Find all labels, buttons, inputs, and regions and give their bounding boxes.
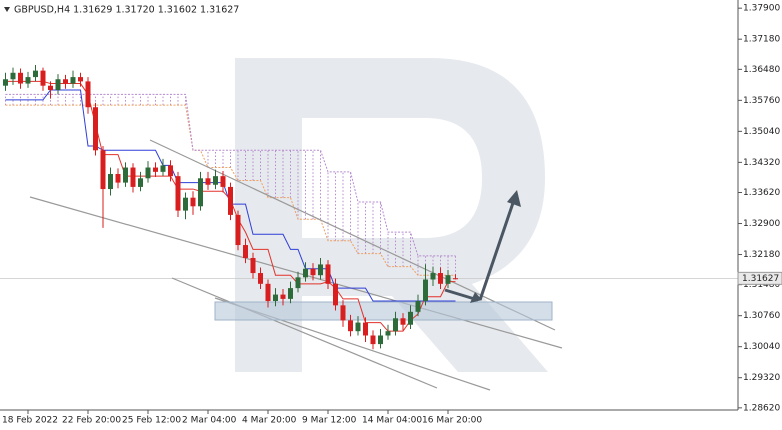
candle-body <box>78 77 83 82</box>
y-tick-label: 1.28620 <box>743 403 780 413</box>
candle-body <box>430 273 436 280</box>
candle-body <box>295 277 301 289</box>
candle-body <box>48 85 53 91</box>
candle-body <box>273 294 278 302</box>
candle-body <box>213 176 218 185</box>
forecast-arrowhead <box>507 190 521 207</box>
candle-body <box>445 275 451 284</box>
y-tick-label: 1.30040 <box>743 342 780 352</box>
y-tick-label: 1.32900 <box>743 219 780 229</box>
y-tick-label: 1.33620 <box>743 188 780 198</box>
candle-body <box>145 167 151 179</box>
candle-body <box>25 77 31 84</box>
candle-body <box>355 322 361 332</box>
candle-body <box>93 107 98 151</box>
candle-body <box>378 335 383 345</box>
x-tick-label: 9 Mar 12:00 <box>302 416 357 426</box>
candle-body <box>370 335 376 345</box>
candle-body <box>130 167 136 187</box>
candle-body <box>175 176 181 211</box>
candle-body <box>408 311 413 325</box>
candle-body <box>235 214 241 246</box>
trend-line <box>29 196 563 349</box>
candle-body <box>243 245 248 258</box>
x-tick-label: 22 Feb 20:00 <box>62 416 121 426</box>
trend-line <box>171 277 438 389</box>
y-tick-label: 1.31480 <box>743 280 780 290</box>
candle-body <box>438 273 443 284</box>
candle-body <box>288 288 293 299</box>
candle-body <box>220 176 226 187</box>
x-tick-label: 4 Mar 20:00 <box>242 416 297 426</box>
candle-body <box>228 186 233 215</box>
candle-body <box>265 283 271 302</box>
x-tick-label: 16 Mar 20:00 <box>422 416 482 426</box>
y-tick-label: 1.34320 <box>743 158 780 168</box>
y-tick-label: 1.29320 <box>743 373 780 383</box>
y-tick-label: 1.36480 <box>743 65 780 75</box>
price-tag-label: 1.31627 <box>742 274 779 284</box>
y-tick-label: 1.37180 <box>743 35 780 45</box>
forecast-arrowhead <box>470 292 482 303</box>
candle-body <box>325 264 331 284</box>
candle-body <box>340 305 346 321</box>
candle-body <box>258 273 263 284</box>
candle-body <box>415 301 421 312</box>
candle-body <box>168 165 173 177</box>
candle-body <box>108 173 113 190</box>
candle-body <box>250 257 256 274</box>
candle-body <box>280 294 286 299</box>
indicator-line <box>5 104 456 276</box>
plot-area <box>0 65 738 391</box>
candle-body <box>385 331 391 336</box>
candle-body <box>363 322 368 336</box>
candle-body <box>3 79 8 86</box>
candle-body <box>205 178 211 185</box>
candle-body <box>183 197 188 211</box>
x-tick-label: 14 Mar 04:00 <box>362 416 422 426</box>
y-tick-label: 1.37900 <box>743 4 780 14</box>
candle-body <box>190 197 196 207</box>
y-tick-label: 1.35760 <box>743 96 780 106</box>
price-tag <box>737 271 782 285</box>
candle-body <box>138 178 143 187</box>
candle-body <box>85 81 91 108</box>
symbol-menu-icon[interactable] <box>4 7 10 12</box>
candle-body <box>318 264 323 276</box>
candle-body <box>63 79 68 84</box>
candle-body <box>33 70 38 78</box>
candle-body <box>70 77 76 84</box>
candle-body <box>453 278 458 280</box>
candle-body <box>18 72 23 84</box>
candle-body <box>40 70 46 86</box>
candle-body <box>123 167 128 183</box>
chart-title: GBPUSD,H4 1.31629 1.31720 1.31602 1.3162… <box>14 5 239 16</box>
y-tick-label: 1.32180 <box>743 250 780 260</box>
candle-body <box>55 79 61 91</box>
candle-body <box>333 283 338 306</box>
candle-body <box>198 178 203 207</box>
candle-body <box>10 72 16 80</box>
x-tick-label: 25 Feb 12:00 <box>122 416 181 426</box>
indicator-line <box>5 93 456 257</box>
candle-body <box>303 268 308 278</box>
y-tick-label: 1.35040 <box>743 127 780 137</box>
x-tick-label: 2 Mar 04:00 <box>182 416 237 426</box>
trend-line <box>149 139 556 331</box>
candle-body <box>115 173 121 183</box>
x-tick-label: 18 Feb 2022 <box>2 416 58 426</box>
candle-body <box>348 320 353 332</box>
candle-body <box>160 165 166 172</box>
candle-body <box>100 150 106 190</box>
support-zone <box>214 301 553 321</box>
candle-body <box>393 318 398 332</box>
candle-body <box>310 268 316 276</box>
y-tick-label: 1.30760 <box>743 311 780 321</box>
watermark <box>235 58 548 372</box>
candle-body <box>423 279 428 302</box>
candle-body <box>400 318 406 325</box>
candle-body <box>153 167 158 172</box>
